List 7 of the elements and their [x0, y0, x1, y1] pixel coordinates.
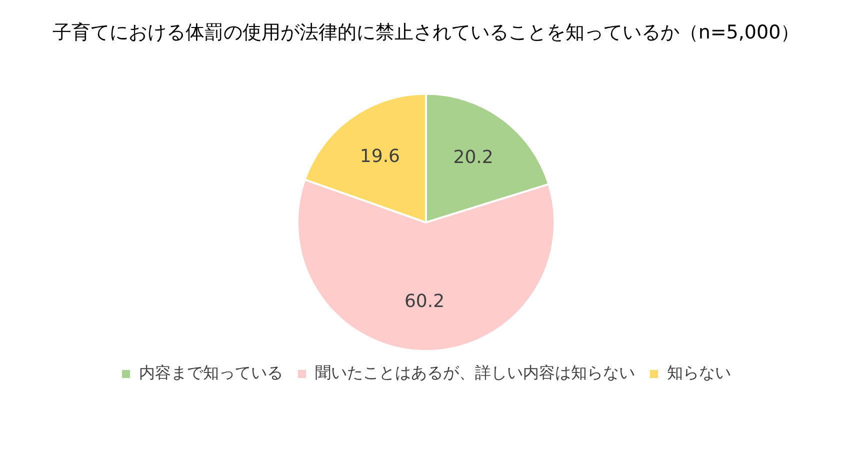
legend-label: 聞いたことはあるが、詳しい内容は知らない [315, 363, 635, 382]
legend-label: 知らない [667, 363, 731, 382]
data-label: 60.2 [404, 290, 445, 312]
data-label: 20.2 [453, 146, 494, 168]
data-label: 19.6 [360, 146, 400, 167]
legend-label: 内容まで知っている [139, 363, 283, 382]
chart-title: 子育てにおける体罰の使用が法律的に禁止されていることを知っているか（n=5,000） [52, 21, 800, 44]
